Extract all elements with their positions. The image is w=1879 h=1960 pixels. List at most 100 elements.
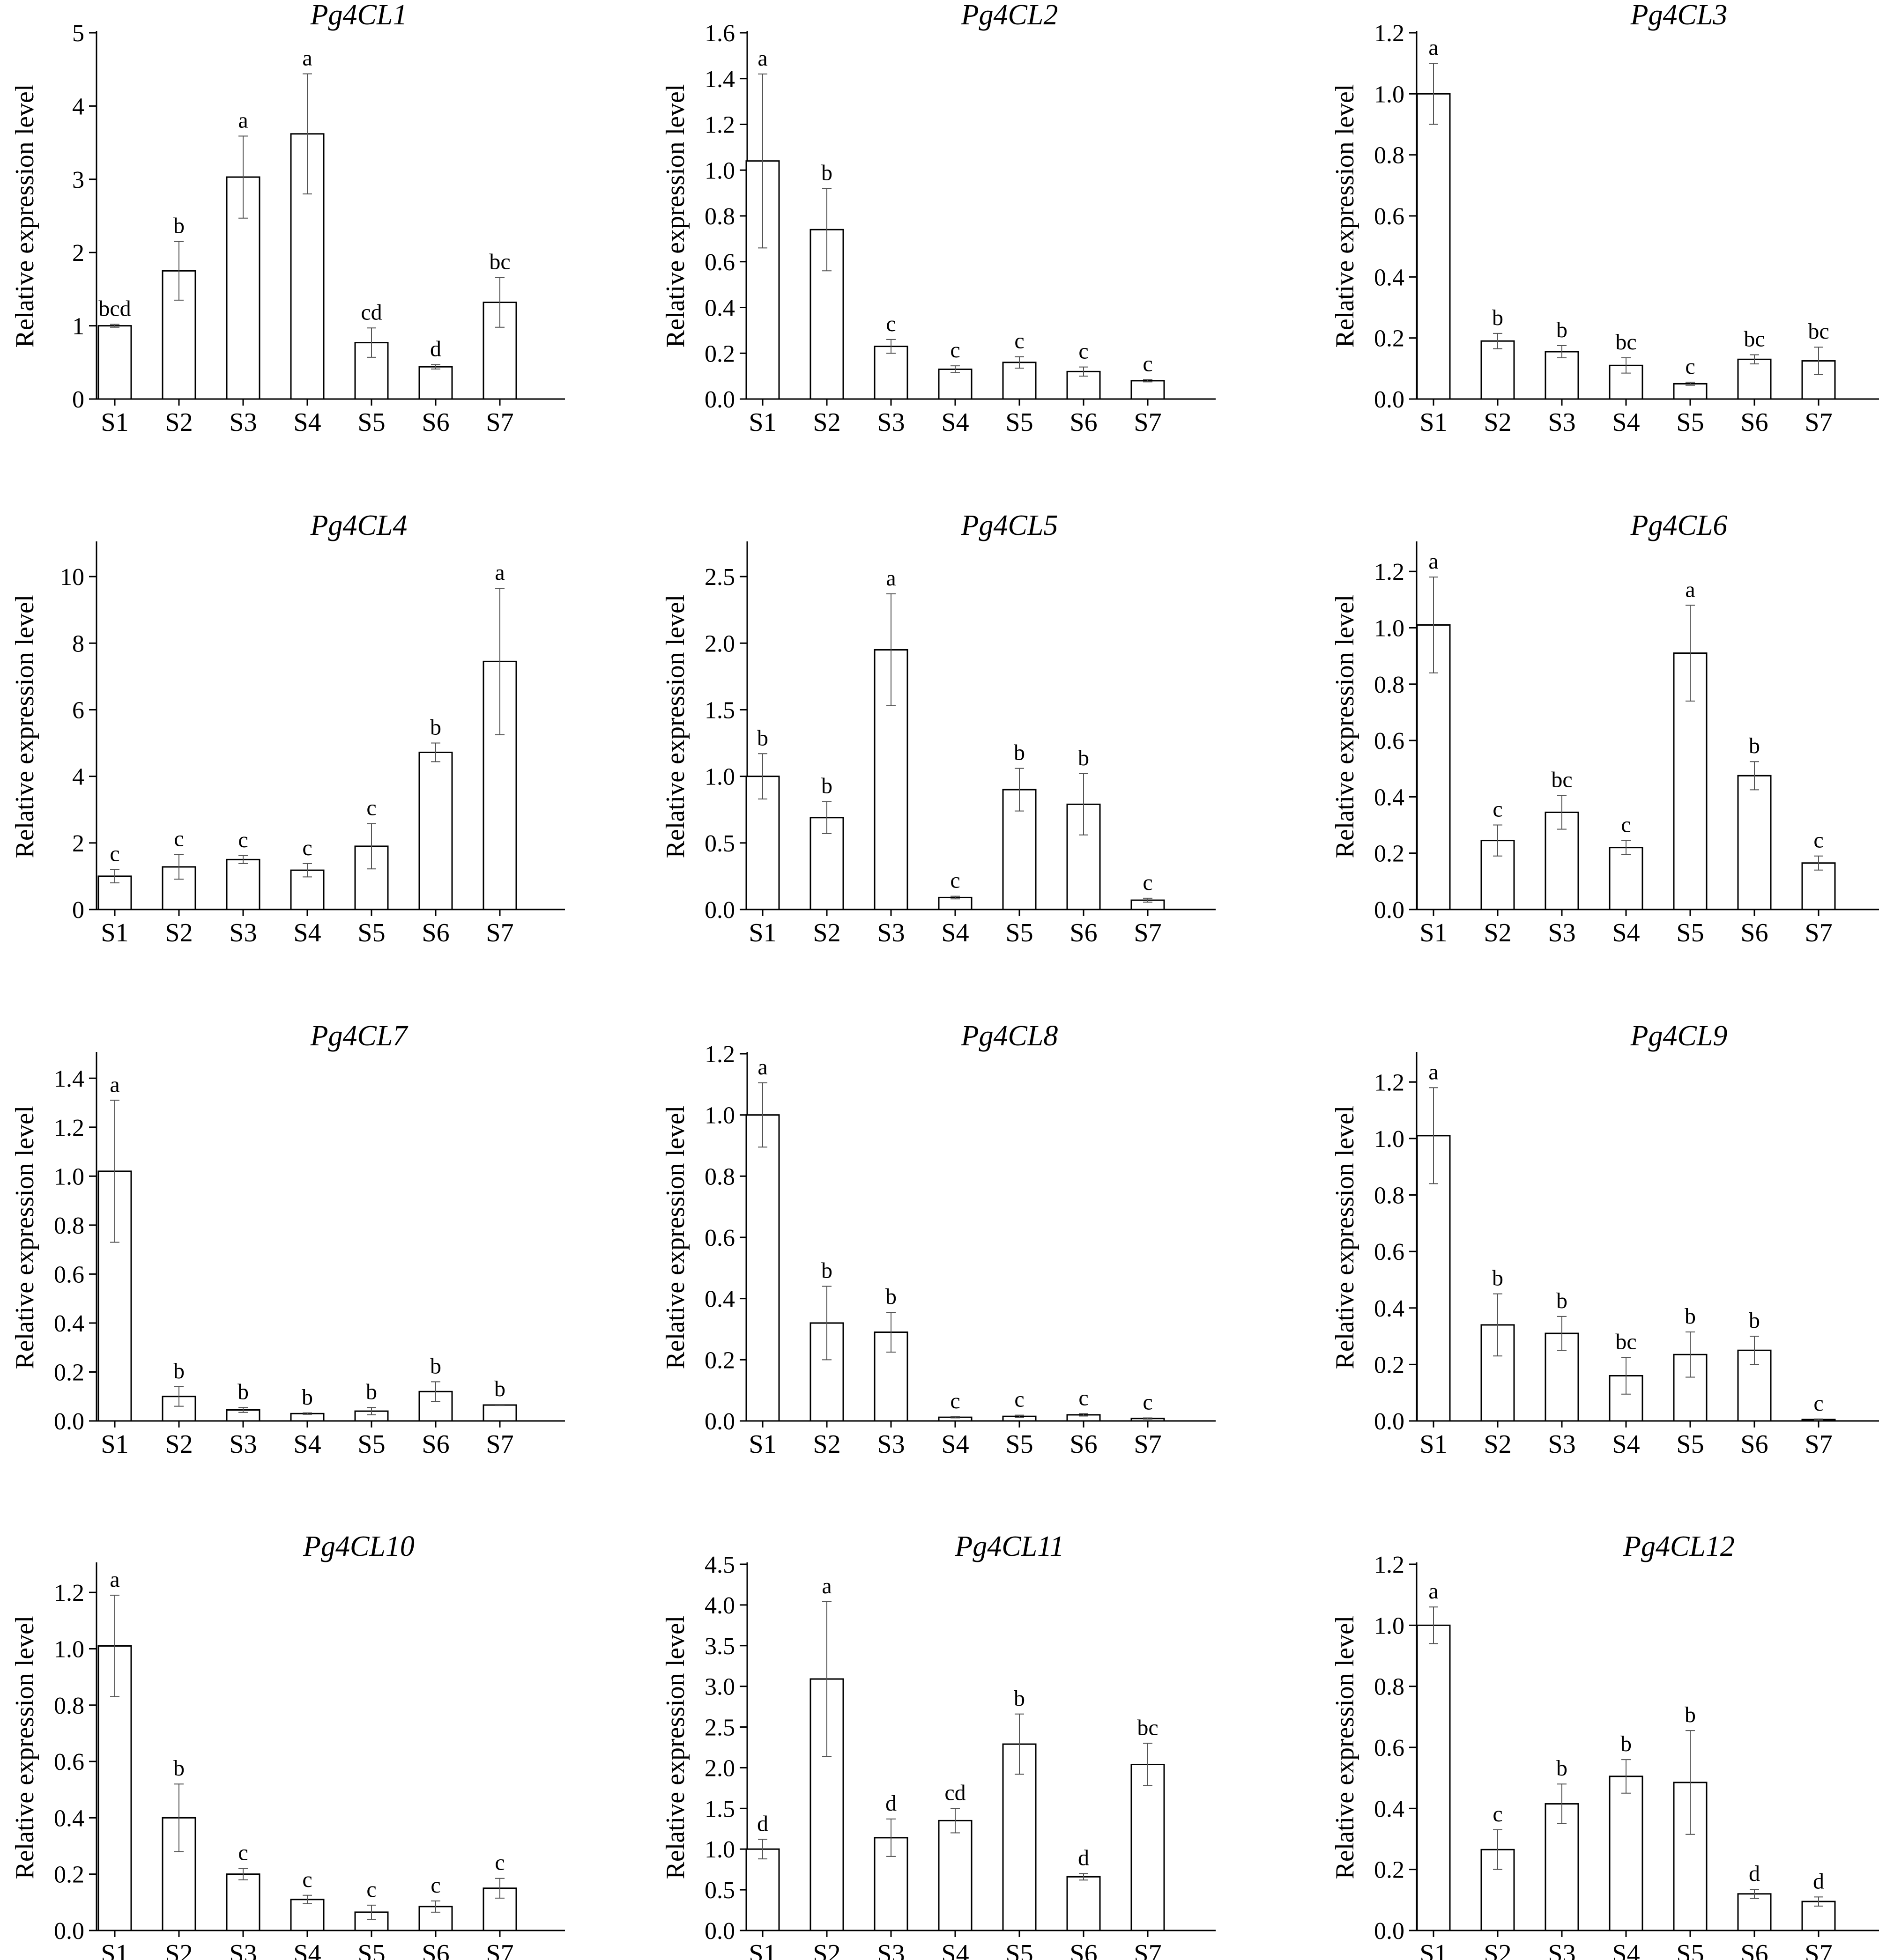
x-tick-label: S3: [1548, 1939, 1575, 1960]
y-tick-label: 0.4: [54, 1310, 84, 1337]
y-tick-label: 0.6: [54, 1261, 84, 1288]
y-tick-label: 0.8: [54, 1213, 84, 1239]
x-tick-label: S3: [877, 408, 905, 437]
x-tick-label: S5: [1676, 918, 1704, 947]
significance-letter: a: [110, 1072, 119, 1097]
x-tick-label: S6: [1740, 1939, 1768, 1960]
y-tick-label: 1.4: [54, 1065, 84, 1092]
x-tick-label: S2: [1484, 408, 1511, 437]
y-tick-label: 0.6: [1374, 1735, 1404, 1761]
y-tick-label: 0.2: [705, 1347, 735, 1374]
x-tick-label: S4: [293, 918, 321, 947]
chart-title: Pg4CL8: [961, 1020, 1058, 1052]
bar-s3: [226, 858, 260, 910]
bar-s5: [1673, 383, 1708, 400]
x-tick-label: S7: [1805, 1939, 1832, 1960]
x-tick-label: S2: [1484, 1430, 1511, 1459]
x-tick-label: S7: [1134, 408, 1161, 437]
x-tick-label: S5: [1005, 1939, 1033, 1960]
y-axis-label: Relative expression level: [661, 1616, 690, 1879]
y-tick-label: 1.5: [705, 1796, 735, 1822]
chart-panel-12: Pg4CL12 Relative expression level 0.0 0.2 0.…: [1330, 1531, 1879, 1960]
significance-letter: b: [1685, 1304, 1696, 1329]
x-tick-label: S7: [486, 918, 513, 947]
x-tick-label: S2: [1484, 1939, 1511, 1960]
x-tick-label: S2: [813, 1939, 840, 1960]
significance-letter: bc: [1137, 1715, 1158, 1740]
x-tick-label: S3: [229, 1430, 257, 1459]
x-tick-label: S1: [101, 1939, 128, 1960]
y-tick-label: 0.2: [1374, 325, 1404, 352]
significance-letter: bc: [1615, 330, 1636, 355]
y-axis-label: Relative expression level: [1330, 84, 1359, 348]
significance-letter: b: [821, 774, 832, 799]
x-tick-label: S5: [357, 408, 385, 437]
significance-letter: b: [173, 1756, 185, 1781]
y-axis-label: Relative expression level: [1330, 1106, 1359, 1369]
y-tick-label: 0.0: [1374, 1918, 1404, 1945]
x-tick-label: S1: [749, 1939, 776, 1960]
chart-title: Pg4CL6: [1630, 510, 1728, 541]
y-tick-label: 0.0: [705, 386, 735, 413]
bar-s4: [938, 896, 973, 910]
x-tick-label: S4: [1612, 408, 1640, 437]
x-tick-label: S3: [1548, 918, 1575, 947]
y-tick-label: 3.0: [705, 1674, 735, 1701]
x-tick-label: S1: [749, 918, 776, 947]
x-tick-label: S7: [486, 1939, 513, 1960]
x-tick-label: S5: [1676, 1939, 1704, 1960]
significance-letter: d: [1813, 1869, 1824, 1893]
x-tick-label: S6: [422, 1939, 449, 1960]
x-tick-label: S5: [357, 1939, 385, 1960]
chart-title: Pg4CL2: [961, 0, 1058, 31]
chart-panel-5: Pg4CL5 Relative expression level 0.0 0.5 1.0…: [661, 510, 1216, 947]
y-tick-label: 1.2: [1374, 559, 1404, 585]
chart-panel-4: Pg4CL4 Relative expression level 0 2 4 6 8 10 c S…: [10, 510, 565, 947]
y-tick-label: 0.2: [1374, 1352, 1404, 1378]
y-tick-label: 0.4: [1374, 264, 1404, 291]
y-axis-label: Relative expression level: [10, 595, 39, 858]
chart-panel-6: Pg4CL6 Relative expression level 0.0 0.2 0.4…: [1330, 510, 1879, 947]
bar-s3: [1545, 1332, 1579, 1422]
y-tick-label: 0.6: [1374, 728, 1404, 754]
y-tick-label: 1.0: [1374, 81, 1404, 108]
x-tick-label: S4: [941, 918, 969, 947]
bar-s4: [1609, 847, 1643, 910]
significance-letter: b: [366, 1379, 377, 1404]
x-tick-label: S4: [941, 1430, 969, 1459]
significance-letter: a: [822, 1574, 832, 1598]
y-tick-label: 1.2: [705, 1041, 735, 1068]
x-tick-label: S2: [1484, 918, 1511, 947]
significance-letter: c: [1143, 351, 1152, 376]
x-tick-label: S6: [1069, 918, 1097, 947]
x-tick-label: S5: [1005, 918, 1033, 947]
significance-letter: b: [1620, 1731, 1632, 1756]
significance-letter: a: [238, 108, 248, 133]
y-axis-label: Relative expression level: [10, 1106, 39, 1369]
y-tick-label: 1.2: [1374, 1069, 1404, 1096]
bar-s7: [1130, 380, 1165, 400]
significance-letter: c: [1493, 1802, 1502, 1827]
y-tick-label: 1.2: [54, 1580, 84, 1606]
bar-s6: [1737, 358, 1772, 400]
significance-letter: c: [366, 1877, 376, 1902]
y-tick-label: 0.2: [705, 340, 735, 367]
x-tick-label: S1: [1419, 408, 1447, 437]
bar-s1: [1416, 93, 1451, 400]
y-tick-label: 0.6: [1374, 1239, 1404, 1265]
significance-letter: b: [430, 1354, 441, 1378]
x-tick-label: S6: [1069, 1939, 1097, 1960]
y-tick-label: 1.0: [705, 764, 735, 791]
y-tick-label: 3: [72, 167, 84, 193]
bar-s1: [97, 325, 132, 400]
significance-letter: bcd: [98, 296, 131, 321]
y-tick-label: 0.0: [705, 1918, 735, 1945]
y-tick-label: 2.0: [705, 630, 735, 657]
significance-letter: c: [1143, 870, 1152, 895]
bar-s3: [874, 346, 908, 400]
significance-letter: c: [110, 842, 119, 866]
y-tick-label: 0.0: [1374, 1408, 1404, 1435]
significance-letter: c: [238, 1841, 248, 1865]
y-tick-label: 0.2: [54, 1359, 84, 1386]
